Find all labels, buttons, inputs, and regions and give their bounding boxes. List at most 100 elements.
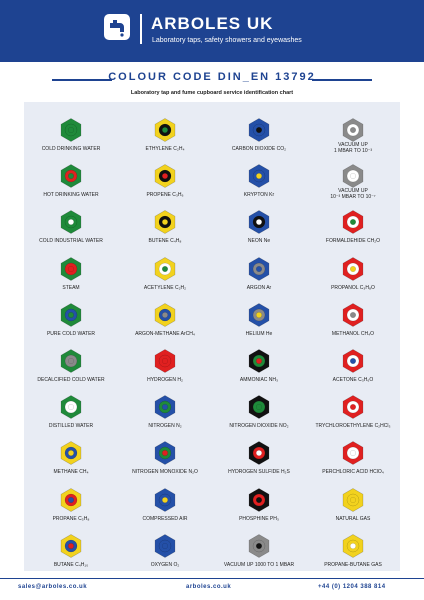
service-label: COMPRESSED AIR <box>118 516 212 522</box>
header-bar: ARBOLES UK Laboratory taps, safety showe… <box>0 0 424 62</box>
service-label-line1: PROPENE C₃H₆ <box>146 192 184 199</box>
tap-cap-hex-icon <box>154 256 176 281</box>
service-item: PURE COLD WATER <box>24 299 118 347</box>
service-label: PROPANE-BUTANE GAS <box>306 562 400 568</box>
service-label-line1: PROPANOL C₃H₈O <box>331 284 375 291</box>
service-label-line1: DECALCIFIED COLD WATER <box>37 377 105 383</box>
service-item: PERCHLORIC ACID HClO₄ <box>306 437 400 485</box>
service-label-line1: HYDROGEN H₂ <box>147 377 183 383</box>
tap-cap-hex-icon <box>248 256 270 281</box>
service-label: VACUUM UP 1 MBAR TO 10⁻³ <box>306 142 400 154</box>
service-label: PROPENE C₃H₆ <box>118 192 212 198</box>
tap-cap-hex-icon <box>154 487 176 512</box>
service-label: STEAM <box>24 285 118 291</box>
tap-cap-hex-icon <box>60 302 82 327</box>
service-item: ARGON Ar <box>212 253 306 301</box>
service-label: METHANE CH₄ <box>24 469 118 475</box>
service-item: COLD DRINKING WATER <box>24 114 118 162</box>
service-item: NITROGEN N₂ <box>118 391 212 439</box>
service-item: PROPENE C₃H₆ <box>118 160 212 208</box>
service-item: VACUUM UP 10⁻³ MBAR TO 10⁻⁷ <box>306 160 400 208</box>
service-label: AMMONIAC NH₃ <box>212 377 306 383</box>
service-label-line1: PURE COLD WATER <box>46 330 96 337</box>
service-item: DECALCIFIED COLD WATER <box>24 345 118 393</box>
service-item: NITROGEN DIOXIDE NO₂ <box>212 391 306 439</box>
service-label-line1: COMPRESSED AIR <box>142 515 188 522</box>
service-label: VACUUM UP 1000 TO 1 MBAR <box>212 562 306 568</box>
service-item: KRYPTON Kr <box>212 160 306 208</box>
service-label: PURE COLD WATER <box>24 331 118 337</box>
tap-cap-hex-icon <box>60 395 82 420</box>
service-label: PROPANOL C₃H₈O <box>306 285 400 291</box>
tap-cap-hex-icon <box>154 533 176 558</box>
service-label: CARBON DIOXIDE CO₂ <box>212 146 306 152</box>
service-label-line1: BUTANE C₄H₁₀ <box>53 561 89 568</box>
service-item: HYDROGEN H₂ <box>118 345 212 393</box>
tap-cap-hex-icon <box>342 118 364 142</box>
tap-cap-hex-icon <box>60 533 82 558</box>
service-item: NEON Ne <box>212 206 306 254</box>
service-item: PROPANE-BUTANE GAS <box>306 530 400 578</box>
service-label: ARGON Ar <box>212 285 306 291</box>
service-label-line1: ETHYLENE C₂H₄ <box>145 146 185 152</box>
service-label-line1: NITROGEN DIOXIDE NO₂ <box>229 423 289 430</box>
service-item: BUTANE C₄H₁₀ <box>24 530 118 578</box>
tap-cap-hex-icon <box>248 395 270 420</box>
tap-cap-hex-icon <box>154 118 176 142</box>
service-label: DISTILLED WATER <box>24 423 118 429</box>
tap-cap-hex-icon <box>342 164 364 189</box>
service-label: PHOSPHINE PH₃ <box>212 516 306 522</box>
colour-code-grid: COLD DRINKING WATER HOT DRINKING WATER COL… <box>24 102 400 571</box>
service-item: PHOSPHINE PH₃ <box>212 484 306 532</box>
service-label: COLD DRINKING WATER <box>24 146 118 152</box>
service-label: ARGON-METHANE ArCH₄ <box>118 331 212 337</box>
footer-rule <box>0 578 424 579</box>
service-label-line1: COLD DRINKING WATER <box>41 146 101 152</box>
service-label-line2: 10⁻³ MBAR TO 10⁻⁷ <box>330 194 376 201</box>
brand-name: ARBOLES UK <box>151 14 274 33</box>
service-label: DECALCIFIED COLD WATER <box>24 377 118 383</box>
footer-website[interactable]: arboles.co.uk <box>186 584 232 590</box>
service-label: HYDROGEN SULFIDE H₂S <box>212 469 306 475</box>
service-item: PROPANE C₃H₈ <box>24 484 118 532</box>
service-label: TRYCHLOROETHYLENE C₂HCl₃ <box>306 423 400 429</box>
service-label: ETHYLENE C₂H₄ <box>118 146 212 152</box>
tap-cap-hex-icon <box>342 302 364 327</box>
tap-cap-hex-icon <box>342 256 364 281</box>
tap-cap-hex-icon <box>248 210 270 235</box>
service-item: COMPRESSED AIR <box>118 484 212 532</box>
service-item: METHANE CH₄ <box>24 437 118 485</box>
service-item: HOT DRINKING WATER <box>24 160 118 208</box>
service-item: ETHYLENE C₂H₄ <box>118 114 212 162</box>
tap-cap-hex-icon <box>60 441 82 466</box>
service-item: HYDROGEN SULFIDE H₂S <box>212 437 306 485</box>
service-label: NITROGEN N₂ <box>118 423 212 429</box>
service-label-line1: ARGON Ar <box>246 284 272 291</box>
tap-cap-hex-icon <box>154 164 176 189</box>
tap-cap-hex-icon <box>60 349 82 373</box>
service-item: COLD INDUSTRIAL WATER <box>24 206 118 254</box>
service-label-line1: COLD INDUSTRIAL WATER <box>39 238 103 245</box>
tap-cap-hex-icon <box>342 395 364 420</box>
service-label-line1: STEAM <box>62 284 80 291</box>
page-title: COLOUR CODE DIN_EN 13792 <box>108 71 316 83</box>
tap-cap-hex-icon <box>154 349 176 373</box>
service-label: PERCHLORIC ACID HClO₄ <box>306 469 400 475</box>
service-label-line1: ACETYLENE C₂H₂ <box>143 284 187 291</box>
tap-cap-hex-icon <box>248 118 270 142</box>
tap-cap-hex-icon <box>60 164 82 189</box>
service-label: ACETONE C₃H₆O <box>306 377 400 383</box>
service-label-line1: PERCHLORIC ACID HClO₄ <box>322 469 384 476</box>
service-item: AMMONIAC NH₃ <box>212 345 306 393</box>
service-label: NITROGEN DIOXIDE NO₂ <box>212 423 306 429</box>
service-label-line1: AMMONIAC NH₃ <box>239 377 279 383</box>
service-item: PROPANOL C₃H₈O <box>306 253 400 301</box>
tap-cap-hex-icon <box>248 302 270 327</box>
service-item: STEAM <box>24 253 118 301</box>
service-item: DISTILLED WATER <box>24 391 118 439</box>
service-label: ACETYLENE C₂H₂ <box>118 285 212 291</box>
service-label: NITROGEN MONOXIDE N₂O <box>118 469 212 475</box>
service-label-line1: PROPANE C₃H₈ <box>52 515 90 522</box>
service-label: METHANOL CH₄O <box>306 331 400 337</box>
footer-email[interactable]: sales@arboles.co.uk <box>18 584 88 590</box>
